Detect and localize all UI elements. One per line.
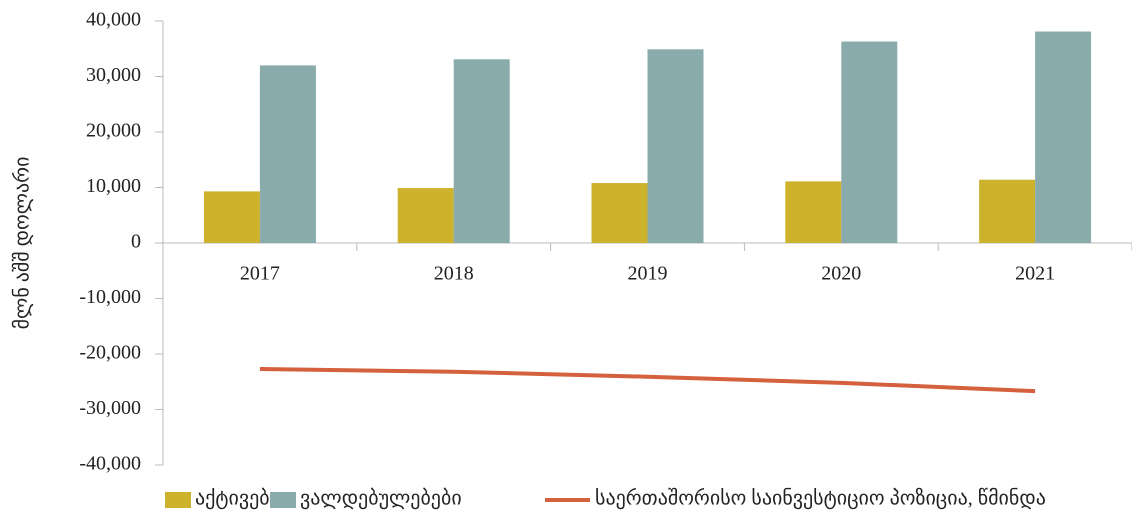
y-tick-label: 10,000 bbox=[86, 175, 141, 197]
x-tick-label: 2019 bbox=[628, 263, 668, 285]
y-tick-label: 0 bbox=[131, 231, 141, 253]
bar bbox=[203, 191, 260, 243]
bar bbox=[591, 183, 648, 243]
bar bbox=[453, 59, 510, 243]
legend-label: აქტივები bbox=[195, 488, 280, 510]
y-axis-label: მლნ აშშ დოლარი bbox=[12, 157, 34, 330]
bar bbox=[647, 49, 704, 244]
bar bbox=[259, 65, 316, 244]
y-tick-label: 40,000 bbox=[86, 9, 141, 31]
x-tick-label: 2017 bbox=[240, 263, 280, 285]
legend-label: საერთაშორისო საინვესტიციო პოზიცია, წმინდ… bbox=[595, 488, 1046, 510]
x-tick-label: 2020 bbox=[821, 263, 861, 285]
x-tick-label: 2018 bbox=[434, 263, 474, 285]
bar bbox=[785, 181, 842, 243]
bar bbox=[397, 188, 454, 243]
x-tick-label: 2021 bbox=[1015, 263, 1055, 285]
legend-label: ვალდებულებები bbox=[300, 488, 462, 510]
y-tick-label: 20,000 bbox=[86, 120, 141, 142]
y-tick-label: -30,000 bbox=[79, 397, 141, 419]
y-tick-label: 30,000 bbox=[86, 64, 141, 86]
line-series bbox=[259, 366, 1036, 394]
bar bbox=[841, 41, 898, 243]
y-tick-label: -10,000 bbox=[79, 286, 141, 308]
legend-swatch bbox=[270, 492, 296, 508]
y-tick-label: -20,000 bbox=[79, 342, 141, 364]
legend-swatch bbox=[165, 492, 191, 508]
y-tick-label: -40,000 bbox=[79, 453, 141, 475]
bar bbox=[1035, 31, 1092, 244]
bar bbox=[979, 179, 1036, 243]
